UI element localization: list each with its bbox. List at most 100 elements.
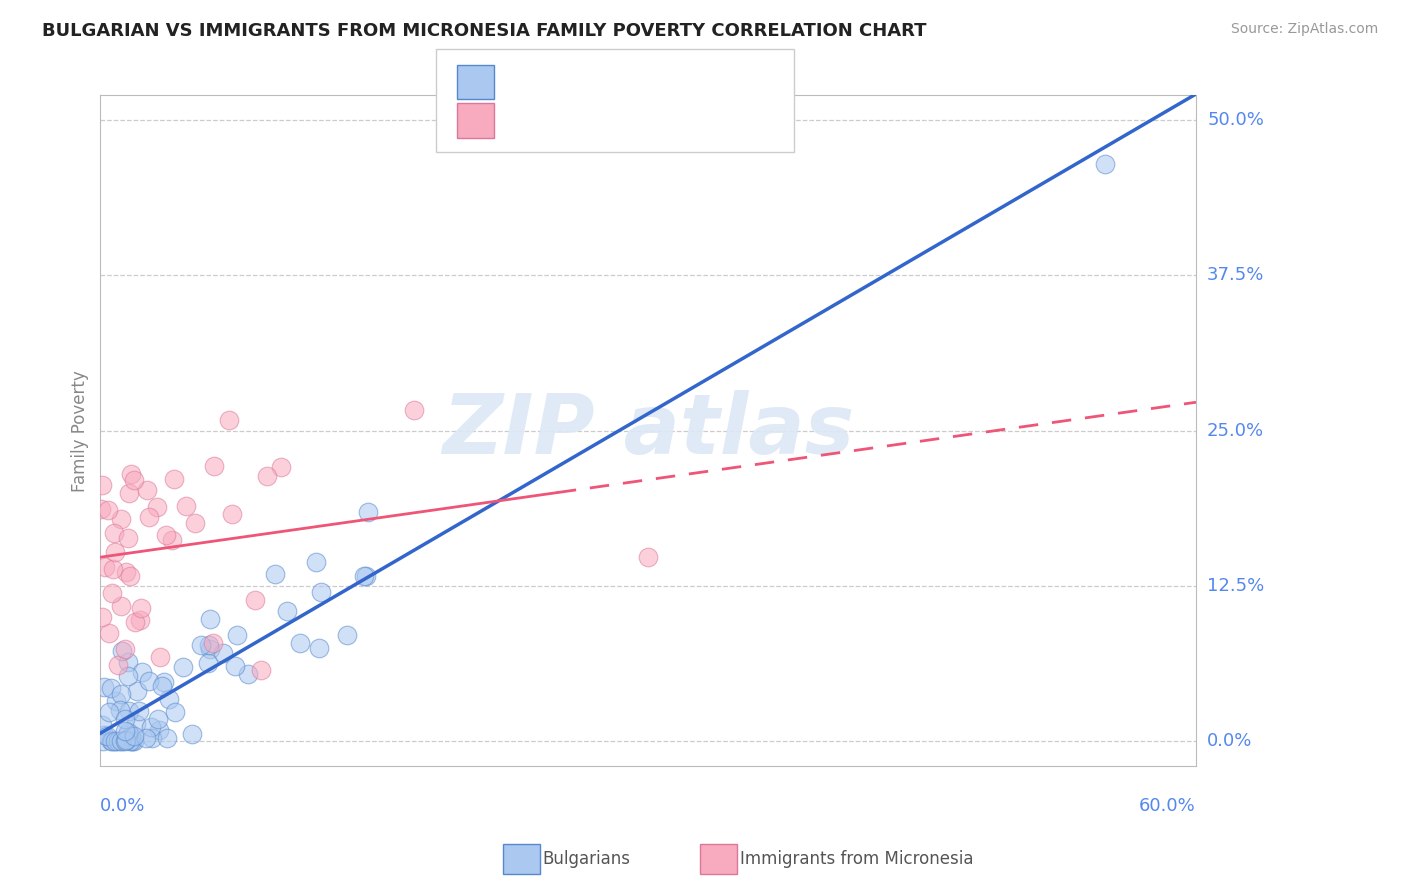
Point: [150, 679, 173, 693]
Point: [201, 635, 224, 649]
Point: [122, 729, 145, 743]
Point: [94, 559, 117, 574]
Point: [138, 510, 160, 524]
Point: [141, 731, 163, 745]
Point: [96, 729, 118, 743]
Text: Source: ZipAtlas.com: Source: ZipAtlas.com: [1230, 22, 1378, 37]
Point: [110, 686, 132, 700]
Point: [305, 555, 328, 569]
Text: N = 42: N = 42: [610, 112, 673, 129]
Point: [97, 503, 120, 517]
Text: R = 0.182: R = 0.182: [502, 112, 592, 129]
Text: N = 70: N = 70: [610, 73, 673, 91]
Point: [110, 512, 132, 526]
Point: [256, 469, 278, 483]
Point: [117, 669, 139, 683]
Point: [270, 460, 292, 475]
Point: [218, 413, 240, 427]
Text: BULGARIAN VS IMMIGRANTS FROM MICRONESIA FAMILY POVERTY CORRELATION CHART: BULGARIAN VS IMMIGRANTS FROM MICRONESIA …: [42, 22, 927, 40]
Text: Immigrants from Micronesia: Immigrants from Micronesia: [740, 850, 973, 868]
Point: [120, 730, 142, 744]
Point: [114, 723, 136, 738]
Point: [190, 639, 212, 653]
Point: [118, 485, 141, 500]
Point: [353, 569, 375, 583]
Point: [224, 658, 246, 673]
Point: [221, 508, 243, 522]
Text: 50.0%: 50.0%: [1208, 112, 1264, 129]
Text: R = 0.798: R = 0.798: [502, 73, 592, 91]
Point: [118, 734, 141, 748]
Point: [197, 657, 219, 671]
Point: [354, 569, 377, 583]
Point: [101, 562, 124, 576]
Point: [211, 646, 233, 660]
Point: [263, 566, 285, 581]
Point: [100, 734, 122, 748]
Point: [97, 626, 120, 640]
Point: [115, 728, 138, 742]
Point: [152, 675, 174, 690]
Point: [124, 473, 146, 487]
Point: [90, 502, 112, 516]
Point: [107, 734, 129, 748]
Text: 60.0%: 60.0%: [1139, 797, 1197, 814]
Point: [139, 720, 162, 734]
Point: [149, 649, 172, 664]
Point: [104, 734, 127, 748]
Text: 12.5%: 12.5%: [1208, 577, 1264, 595]
Text: 37.5%: 37.5%: [1208, 267, 1264, 285]
Point: [128, 704, 150, 718]
Point: [276, 604, 298, 618]
Point: [114, 732, 136, 747]
Point: [110, 734, 132, 748]
Point: [402, 403, 425, 417]
Point: [124, 615, 146, 629]
Point: [174, 500, 197, 514]
Point: [1094, 156, 1116, 170]
Point: [357, 505, 380, 519]
Point: [110, 702, 132, 716]
Point: [155, 528, 177, 542]
Point: [146, 500, 169, 515]
Point: [637, 550, 659, 565]
Point: [160, 533, 183, 548]
Point: [128, 613, 150, 627]
Point: [91, 609, 114, 624]
Text: 25.0%: 25.0%: [1208, 422, 1264, 440]
Point: [148, 712, 170, 726]
Point: [104, 694, 127, 708]
Point: [118, 568, 141, 582]
Point: [163, 472, 186, 486]
Point: [202, 459, 225, 474]
Point: [111, 734, 134, 748]
Point: [309, 585, 332, 599]
Point: [117, 725, 139, 739]
Text: 0.0%: 0.0%: [1208, 732, 1253, 750]
Point: [104, 544, 127, 558]
Point: [335, 628, 357, 642]
Point: [93, 728, 115, 742]
Point: [100, 585, 122, 599]
Point: [117, 655, 139, 669]
Point: [115, 565, 138, 579]
Point: [103, 526, 125, 541]
Point: [288, 636, 311, 650]
Point: [118, 704, 141, 718]
Point: [107, 658, 129, 673]
Point: [159, 692, 181, 706]
Point: [110, 599, 132, 614]
Point: [121, 734, 143, 748]
Text: Bulgarians: Bulgarians: [543, 850, 631, 868]
Point: [135, 731, 157, 745]
Point: [125, 684, 148, 698]
Point: [198, 612, 221, 626]
Point: [101, 734, 124, 748]
Point: [243, 593, 266, 607]
Point: [226, 628, 249, 642]
Point: [163, 705, 186, 719]
Point: [98, 705, 121, 719]
Point: [93, 734, 115, 748]
Point: [124, 717, 146, 731]
Point: [172, 660, 194, 674]
